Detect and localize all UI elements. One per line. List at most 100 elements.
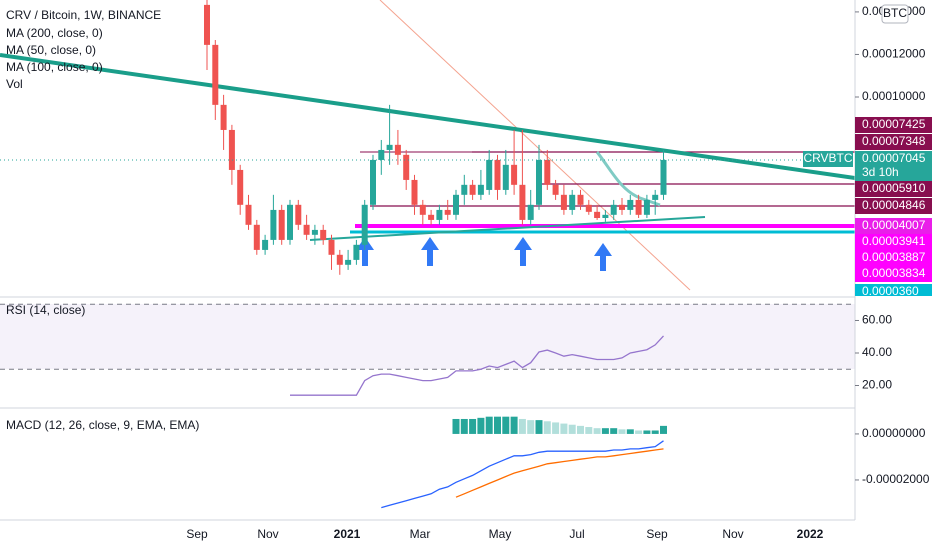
countdown-label: 3d 10h: [862, 165, 899, 179]
candle-body: [345, 259, 352, 265]
price-badge: [855, 117, 932, 133]
candle-body: [237, 169, 244, 205]
candle-body: [212, 44, 219, 105]
y-tick-label: 0.00010000: [862, 89, 926, 103]
candle-body: [403, 154, 410, 180]
candle-body: [594, 211, 601, 219]
price-badge-label: 0.00007045: [862, 151, 926, 165]
price-badge: [855, 134, 932, 150]
candle-body: [386, 144, 393, 150]
candle-body: [643, 199, 650, 215]
candle-body: [228, 129, 235, 170]
candle-body: [220, 104, 227, 130]
candle-body: [278, 209, 285, 240]
macd-title: MACD (12, 26, close, 9, EMA, EMA): [6, 418, 199, 432]
candle-body: [569, 194, 576, 210]
price-badge: [855, 151, 932, 181]
macd-line: [381, 440, 664, 509]
moving-average: [595, 151, 661, 207]
macd-histogram-bar: [643, 430, 651, 434]
candle-body: [328, 239, 335, 255]
candle-body: [378, 149, 385, 160]
y-tick-label: 60.00: [862, 313, 892, 327]
main-pane: [0, 0, 855, 291]
currency-box: [881, 4, 909, 24]
macd-histogram-bar: [635, 430, 643, 434]
macd-histogram-bar: [543, 421, 551, 434]
candle-body: [585, 204, 592, 212]
price-badge: [855, 218, 932, 234]
macd-histogram-bar: [502, 416, 510, 434]
candle-body: [253, 224, 260, 250]
symbol-label: CRVBTC: [803, 151, 852, 165]
candle-body: [287, 204, 293, 240]
arrow: [514, 237, 532, 266]
macd-histogram-bar: [535, 420, 543, 434]
price-badge-label: 0.00004846: [862, 198, 926, 212]
rsi-band: [0, 304, 855, 369]
candle-body: [527, 204, 534, 220]
candle-body: [486, 159, 493, 190]
candle-body: [453, 194, 459, 215]
macd-histogram-bar: [510, 416, 518, 434]
price-badge-label: 0.00003887: [862, 250, 926, 264]
candle-body: [320, 229, 327, 240]
x-tick-label: Sep: [186, 527, 208, 541]
price-badge-label: 0.0000360: [862, 284, 919, 298]
candle-body: [477, 184, 484, 195]
candle-body: [536, 159, 542, 205]
candle-body: [204, 4, 210, 45]
candle-body: [444, 209, 451, 215]
macd-histogram-bar: [560, 423, 568, 434]
macd-histogram-bar: [610, 428, 618, 434]
y-tick-label: 20.00: [862, 378, 892, 392]
price-badge: [855, 266, 932, 282]
candle-body: [370, 159, 376, 205]
macd-histogram-bar: [593, 428, 601, 434]
candle-body: [270, 209, 277, 240]
rsi-title: RSI (14, close): [6, 303, 85, 317]
candle-body: [353, 244, 360, 260]
candle-body: [311, 229, 318, 235]
macd-histogram-bar: [660, 425, 667, 434]
x-tick-label: 2022: [797, 527, 824, 541]
candle-body: [494, 159, 501, 190]
diagonal-line: [379, 0, 691, 291]
price-badge-label: 0.00004007: [862, 218, 926, 232]
trend-line: [309, 216, 706, 241]
x-tick-label: Sep: [646, 527, 668, 541]
candle-body: [511, 164, 518, 185]
price-badge-label: 0.00003941: [862, 234, 926, 248]
candle-body: [461, 184, 468, 195]
price-badge-label: 0.00007348: [862, 134, 926, 148]
candle-body: [652, 194, 659, 200]
macd-histogram-bar: [527, 420, 535, 434]
x-tick-label: Nov: [257, 527, 278, 541]
candle-body: [627, 199, 634, 210]
arrow: [421, 237, 439, 266]
candle-body: [502, 164, 509, 190]
macd-histogram-bar: [651, 430, 659, 434]
candle-body: [436, 209, 443, 220]
currency-label: BTC: [883, 6, 907, 20]
candle-body: [303, 224, 310, 235]
macd-histogram-bar: [477, 417, 485, 434]
price-badge: [855, 250, 932, 266]
indicator-label: Vol: [6, 77, 23, 91]
candle-body: [469, 184, 476, 195]
y-tick-label: 40.00: [862, 345, 892, 359]
x-tick-label: Nov: [722, 527, 743, 541]
macd-histogram-bar: [485, 416, 493, 434]
symbol-badge: [803, 151, 853, 167]
y-tick-label: 0.00000000: [862, 426, 926, 440]
candle-body: [619, 204, 625, 210]
rsi-line: [290, 335, 664, 396]
price-badge: [855, 284, 932, 296]
candle-body: [245, 204, 252, 225]
macd-histogram-bar: [585, 427, 593, 434]
candle-body: [602, 214, 609, 219]
candle-body: [411, 179, 418, 205]
macd-histogram-bar: [518, 418, 526, 434]
